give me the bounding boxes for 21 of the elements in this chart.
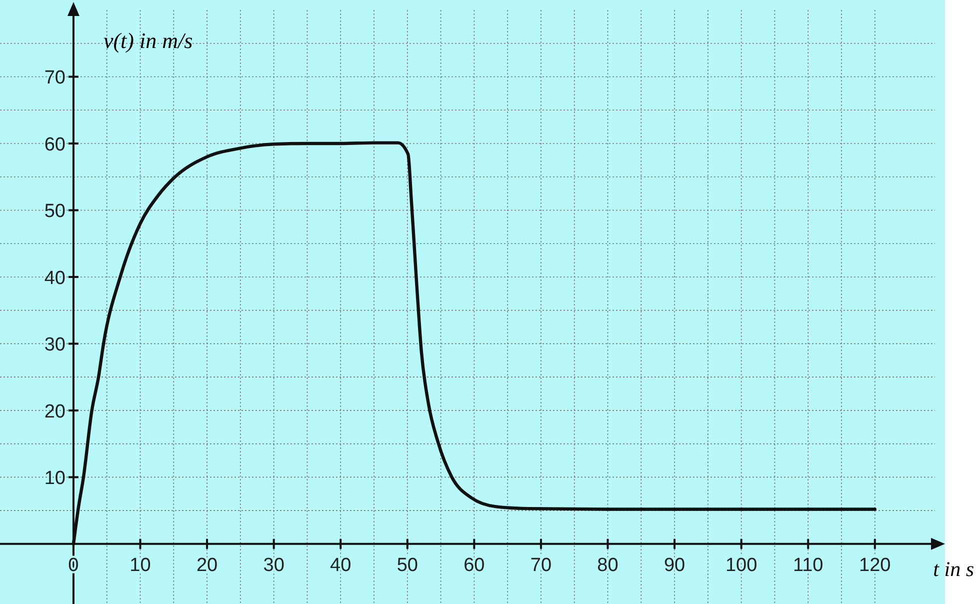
y-tick-label: 20 bbox=[44, 401, 66, 422]
x-tick-label: 90 bbox=[664, 554, 686, 576]
y-tick-label: 60 bbox=[44, 134, 66, 156]
y-axis-title: v(t) in m/s bbox=[103, 28, 193, 53]
y-tick-label: 40 bbox=[44, 268, 66, 289]
x-tick-label: 40 bbox=[330, 554, 352, 576]
x-tick-label: 80 bbox=[597, 554, 618, 576]
x-tick-label: 70 bbox=[530, 554, 552, 576]
x-axis-title: t in s bbox=[933, 556, 974, 581]
x-tick-label: 10 bbox=[130, 554, 151, 576]
x-tick-label: 50 bbox=[396, 554, 418, 576]
y-tick-label: 30 bbox=[44, 334, 66, 356]
x-tick-label: 120 bbox=[859, 554, 891, 576]
y-tick-label: 70 bbox=[44, 68, 66, 89]
x-tick-label: 110 bbox=[792, 554, 824, 576]
x-tick-label: 60 bbox=[464, 554, 485, 576]
x-tick-label: 20 bbox=[196, 554, 218, 576]
y-tick-label: 50 bbox=[44, 201, 66, 222]
x-tick-label: 100 bbox=[725, 554, 758, 576]
x-tick-label: 30 bbox=[263, 554, 284, 576]
y-tick-label: 10 bbox=[44, 468, 66, 490]
